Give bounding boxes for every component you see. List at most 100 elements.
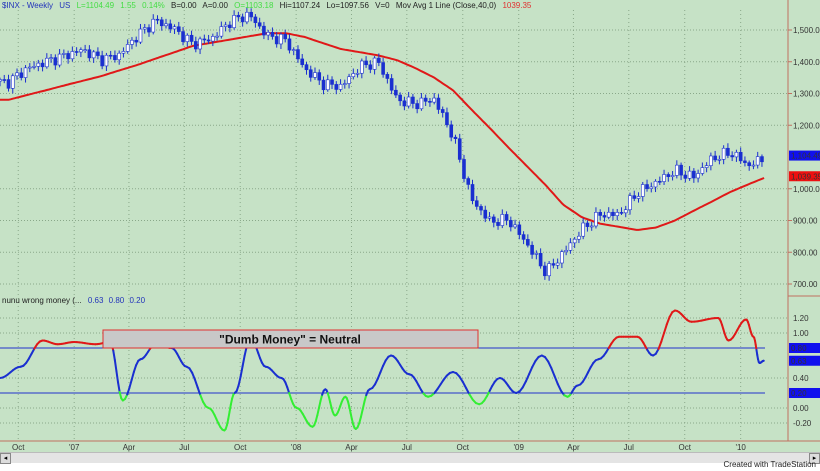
candle-body [466, 178, 471, 185]
indicator-segment [361, 400, 366, 411]
candle-body [40, 62, 45, 68]
candle-body [32, 66, 36, 68]
indicator-segment [229, 397, 234, 406]
price-tick-label: 1,300.00 [793, 90, 820, 99]
time-tick-label: Jul [624, 443, 634, 452]
candle-body [453, 136, 458, 139]
candle-body [632, 195, 637, 199]
candle-body [104, 54, 109, 67]
high: Hi=1107.24 [280, 1, 321, 10]
candle-body [53, 57, 58, 66]
indicator-line [0, 309, 765, 432]
bid: B=0.00 [171, 1, 197, 10]
candle-body [377, 57, 381, 63]
y-axis: 1,500.00 1,400.00 1,300.00 1,200.00 1,000.00… [788, 26, 820, 428]
candle-body [687, 170, 692, 179]
scroll-left-button[interactable]: ◂ [0, 453, 11, 464]
indicator-segment [128, 378, 133, 389]
x-axis: Oct '07 Apr Jul Oct '08 Apr Jul Oct '09 Apr Jul Oct '… [12, 443, 746, 452]
indicator-segment [553, 375, 559, 386]
price-tick-label: 900.00 [793, 217, 818, 226]
indicator-segment [349, 411, 353, 421]
candle-body [504, 214, 509, 221]
candle-body [342, 83, 347, 85]
indicator-segment [358, 415, 362, 425]
candle-body [321, 79, 326, 91]
last-price-badge [789, 150, 820, 161]
candle-body [555, 262, 560, 266]
candle-body [696, 173, 700, 179]
indicator-segment [521, 380, 527, 389]
candle-body [423, 97, 428, 102]
candle-body [198, 38, 202, 50]
candle-body [372, 57, 377, 70]
candle-body [747, 162, 751, 167]
candle-body [598, 212, 603, 216]
candle-body [717, 159, 722, 161]
ma-value: 1039.35 [502, 1, 531, 10]
candle-body [176, 26, 181, 32]
candle-body [411, 96, 415, 104]
indicator-segment [191, 371, 196, 381]
candle-body [296, 49, 300, 60]
candle-body [517, 224, 522, 235]
indicator-tick-label: 1.20 [793, 314, 809, 323]
candle-body [257, 22, 262, 27]
candle-body [274, 36, 279, 45]
candle-body [640, 184, 645, 197]
time-tick-label: Oct [12, 443, 25, 452]
candle-body [223, 24, 228, 27]
candle-body [66, 53, 70, 60]
ma-line [0, 32, 765, 231]
candle-body [713, 155, 717, 161]
candle-body [308, 69, 313, 78]
change-pct: 0.14% [142, 1, 165, 10]
indicator-header: nunu wrong money (... 0.63 0.80 0.20 [2, 296, 146, 305]
indicator-tick-label: -0.20 [793, 419, 812, 428]
candle-body [262, 25, 266, 36]
indicator-segment [374, 377, 379, 386]
candle-body [547, 263, 551, 277]
candle-body [436, 97, 441, 110]
candle-body [470, 184, 475, 202]
candle-body [594, 212, 598, 227]
candle-body [100, 55, 104, 67]
indicator-segment [547, 360, 553, 370]
candle-body [479, 206, 483, 211]
candle-body [704, 165, 709, 168]
lower-level: 0.20 [129, 296, 145, 305]
candle-body [572, 238, 577, 244]
candle-body [457, 138, 462, 160]
candle-body [0, 79, 2, 82]
candle-body [385, 74, 390, 79]
candle-body [19, 72, 24, 78]
candle-body [96, 51, 100, 56]
candle-body [368, 64, 373, 70]
level-badge [789, 388, 820, 398]
candle-body [398, 94, 402, 102]
candle-body [36, 62, 41, 67]
candle-body [138, 28, 143, 43]
candle-body [755, 156, 760, 166]
candle-body [49, 57, 53, 59]
horizontal-scrollbar[interactable]: ◂ ▸ [0, 452, 820, 464]
indicator-segment [660, 332, 666, 343]
candle-body [347, 76, 351, 84]
time-tick-label: Jul [402, 443, 412, 452]
indicator-value: 0.63 [88, 296, 104, 305]
candle-body [279, 33, 283, 45]
annotation-text: "Dumb Money" = Neutral [219, 333, 361, 347]
indicator-segment [465, 387, 471, 396]
time-tick-label: '10 [735, 443, 746, 452]
candle-body [491, 216, 496, 223]
time-tick-label: Oct [234, 443, 247, 452]
candle-body [168, 23, 173, 30]
candle-body [159, 19, 164, 27]
indicator-segment [227, 410, 231, 420]
indicator-segment [225, 417, 230, 427]
candle-body [530, 244, 534, 255]
indicator-segment [379, 364, 385, 374]
candle-body [449, 124, 454, 138]
indicator-segment [286, 386, 291, 394]
